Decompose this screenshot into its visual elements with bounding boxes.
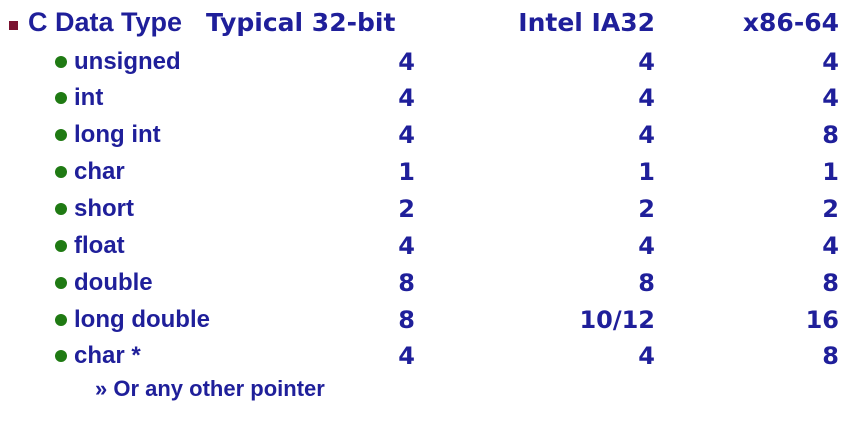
x86-64-size: 16	[805, 306, 839, 334]
round-bullet-icon	[55, 203, 67, 215]
type-name: long double	[74, 306, 210, 333]
x86-64-size: 2	[822, 195, 839, 223]
table-row: double 8 8 8	[0, 265, 861, 301]
round-bullet-icon	[55, 92, 67, 104]
header-c-data-type: C Data Type	[28, 6, 183, 37]
x86-64-size: 4	[822, 48, 839, 76]
type-name: int	[74, 84, 104, 111]
ia32-size: 4	[638, 342, 655, 370]
typical-32-bit-size: 8	[398, 306, 415, 334]
type-name: char	[74, 158, 125, 185]
x86-64-size: 8	[822, 121, 839, 149]
typical-32-bit-size: 4	[398, 48, 415, 76]
round-bullet-icon	[55, 56, 67, 68]
ia32-size: 8	[638, 269, 655, 297]
table-row: char * 4 4 8	[0, 338, 861, 374]
header-x86-64: x86-64	[742, 7, 839, 37]
table-row: short 2 2 2	[0, 191, 861, 227]
table-row: long int 4 4 8	[0, 117, 861, 153]
table-row: char 1 1 1	[0, 154, 861, 190]
table-row: long double 8 10/12 16	[0, 302, 861, 338]
header-intel-ia32: Intel IA32	[518, 7, 655, 37]
type-name: short	[74, 195, 134, 222]
header-typical-32-bit: Typical 32-bit	[206, 7, 396, 37]
x86-64-size: 4	[822, 84, 839, 112]
x86-64-size: 8	[822, 269, 839, 297]
square-bullet-icon	[9, 21, 18, 30]
type-name: long int	[74, 121, 161, 148]
x86-64-size: 8	[822, 342, 839, 370]
ia32-size: 4	[638, 48, 655, 76]
typical-32-bit-size: 4	[398, 342, 415, 370]
round-bullet-icon	[55, 277, 67, 289]
ia32-size: 4	[638, 84, 655, 112]
table-row: int 4 4 4	[0, 80, 861, 116]
ia32-size: 10/12	[579, 306, 655, 334]
type-name: double	[74, 269, 153, 296]
type-name: float	[74, 232, 125, 259]
table-row: unsigned 4 4 4	[0, 44, 861, 80]
round-bullet-icon	[55, 350, 67, 362]
table-header: C Data Type Typical 32-bit Intel IA32 x8…	[0, 4, 861, 40]
ia32-size: 2	[638, 195, 655, 223]
type-name: unsigned	[74, 48, 181, 75]
typical-32-bit-size: 4	[398, 232, 415, 260]
x86-64-size: 1	[822, 158, 839, 186]
typical-32-bit-size: 4	[398, 84, 415, 112]
ia32-size: 1	[638, 158, 655, 186]
ia32-size: 4	[638, 232, 655, 260]
x86-64-size: 4	[822, 232, 839, 260]
table-row: float 4 4 4	[0, 228, 861, 264]
round-bullet-icon	[55, 314, 67, 326]
typical-32-bit-size: 1	[398, 158, 415, 186]
round-bullet-icon	[55, 240, 67, 252]
round-bullet-icon	[55, 166, 67, 178]
type-name: char *	[74, 342, 141, 369]
typical-32-bit-size: 4	[398, 121, 415, 149]
ia32-size: 4	[638, 121, 655, 149]
pointer-note: » Or any other pointer	[95, 376, 325, 401]
round-bullet-icon	[55, 129, 67, 141]
typical-32-bit-size: 8	[398, 269, 415, 297]
typical-32-bit-size: 2	[398, 195, 415, 223]
